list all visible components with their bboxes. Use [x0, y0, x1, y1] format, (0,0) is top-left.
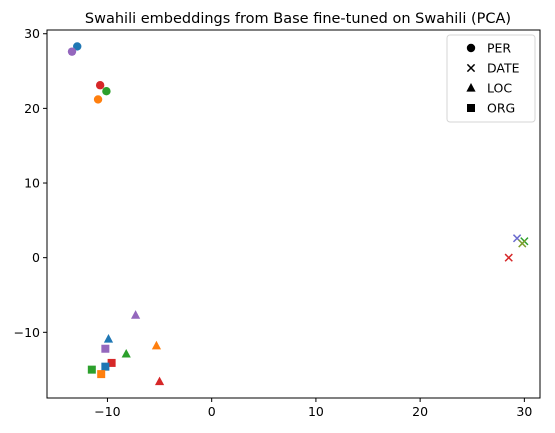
- y-axis: −10 0 10 20 30: [14, 26, 47, 340]
- data-point-circle: [102, 87, 111, 96]
- data-point-circle: [67, 47, 77, 56]
- data-point-square: [101, 362, 110, 371]
- legend-marker-circle: [466, 43, 476, 53]
- legend-label: ORG: [487, 101, 515, 116]
- data-point-circle: [93, 95, 103, 104]
- y-tick-label: 20: [24, 101, 40, 116]
- x-tick-label: 30: [516, 404, 532, 419]
- plot-area: [46, 29, 541, 399]
- data-point-triangle: [154, 376, 165, 386]
- data-point-square: [107, 358, 116, 367]
- legend: PER DATE LOC ORG: [446, 34, 536, 123]
- data-point-x: [504, 253, 513, 262]
- data-point-triangle: [103, 334, 114, 343]
- x-tick-label: 0: [208, 404, 216, 419]
- data-point-square: [101, 344, 110, 353]
- y-tick-label: 10: [24, 176, 40, 191]
- legend-marker-triangle: [466, 83, 476, 92]
- y-tick-label: 0: [32, 250, 40, 265]
- data-point-circle: [73, 42, 82, 51]
- legend-marker-x: [466, 63, 476, 73]
- y-tick-label: −10: [14, 325, 40, 340]
- data-points: [67, 42, 529, 386]
- data-point-triangle: [130, 310, 141, 319]
- legend-label: DATE: [487, 61, 520, 76]
- data-point-square: [97, 370, 106, 379]
- chart-title: Swahili embeddings from Base fine-tuned …: [85, 11, 511, 27]
- legend-box: [446, 34, 536, 123]
- x-axis: −10 0 10 20 30: [94, 398, 532, 419]
- data-point-triangle: [121, 348, 131, 358]
- legend-label: PER: [487, 41, 511, 56]
- x-tick-label: 10: [308, 404, 324, 419]
- x-tick-label: 20: [412, 404, 428, 419]
- legend-marker-square: [467, 104, 475, 112]
- data-point-x: [518, 239, 527, 248]
- y-tick-label: 30: [24, 26, 40, 41]
- data-point-triangle: [151, 340, 162, 350]
- x-tick-label: −10: [94, 404, 120, 419]
- legend-label: LOC: [487, 81, 512, 96]
- data-point-square: [87, 365, 96, 374]
- data-point-circle: [95, 81, 105, 90]
